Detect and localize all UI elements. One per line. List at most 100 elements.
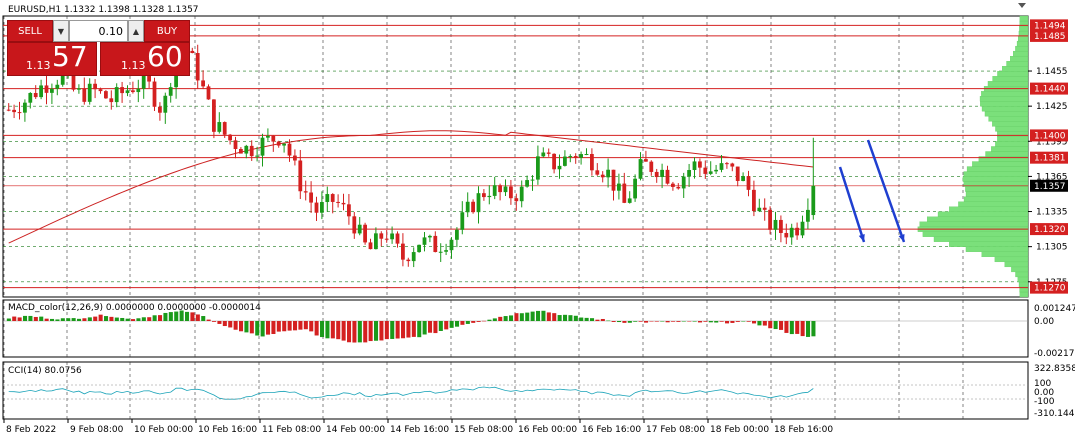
- macd-bar: [698, 321, 703, 323]
- candle-body: [395, 233, 400, 244]
- candle-body: [131, 90, 135, 93]
- macd-tick-label: 0.001247: [1034, 304, 1075, 314]
- scroll-icon[interactable]: [1018, 3, 1026, 8]
- macd-bar: [611, 321, 616, 322]
- macd-bar: [109, 316, 114, 321]
- candle-body: [260, 137, 265, 156]
- profile-bar: [997, 71, 1029, 77]
- candle-body: [141, 71, 146, 89]
- macd-bar: [309, 321, 314, 332]
- time-tick-label: 18 Feb 00:00: [710, 425, 769, 435]
- lot-size-input[interactable]: [69, 20, 128, 42]
- profile-bar: [988, 116, 1029, 122]
- lot-decrease-button[interactable]: ▼: [53, 20, 69, 42]
- time-tick-label: 16 Feb 16:00: [582, 425, 641, 435]
- profile-bar: [1006, 61, 1029, 67]
- candle-body: [212, 99, 216, 132]
- macd-bar: [336, 321, 341, 340]
- macd-bar: [114, 317, 119, 321]
- profile-bar: [1019, 291, 1029, 298]
- time-tick-label: 16 Feb 00:00: [518, 425, 577, 435]
- candle-body: [752, 189, 756, 212]
- one-click-trading-panel: SELL ▼ ▲ BUY 1.13 57 1.13 60: [7, 20, 190, 76]
- candle-body: [406, 259, 411, 262]
- profile-bar: [995, 126, 1029, 132]
- macd-bar: [503, 316, 508, 321]
- macd-bar: [287, 321, 292, 331]
- macd-bar: [730, 321, 735, 323]
- candle-body: [692, 161, 697, 171]
- macd-bar: [217, 321, 222, 324]
- candle-body: [482, 193, 486, 198]
- candle-body: [428, 235, 432, 238]
- candle-body: [725, 163, 729, 165]
- profile-bar: [933, 236, 1029, 242]
- price-tick-label: 1.1335: [1036, 208, 1068, 218]
- macd-bar: [255, 321, 260, 336]
- candle-body: [195, 53, 200, 81]
- macd-bar: [352, 321, 357, 343]
- macd-bar: [665, 321, 670, 323]
- time-tick-label: 14 Feb 16:00: [390, 425, 449, 435]
- candle-body: [190, 50, 195, 54]
- macd-bar: [633, 321, 638, 322]
- level-badge: [1030, 19, 1068, 32]
- level-badge-label: 1.1440: [1034, 85, 1066, 95]
- profile-bar: [965, 246, 1029, 252]
- profile-bar: [958, 201, 1029, 207]
- macd-bar: [374, 321, 379, 341]
- profile-bar: [1002, 66, 1029, 72]
- macd-bar: [363, 321, 368, 343]
- profile-bar: [922, 231, 1029, 237]
- macd-bar: [773, 321, 778, 330]
- profile-bar: [949, 241, 1029, 247]
- macd-bar: [406, 321, 411, 338]
- candle-body: [584, 153, 589, 155]
- macd-bar: [6, 318, 11, 321]
- candle-body: [309, 192, 313, 203]
- macd-bar: [746, 321, 751, 322]
- buy-button[interactable]: BUY: [144, 20, 190, 42]
- macd-bar: [735, 321, 740, 322]
- candle-body: [735, 166, 740, 181]
- candle-body: [746, 176, 751, 190]
- macd-bar: [395, 321, 400, 339]
- macd-bar: [50, 318, 55, 321]
- profile-bar: [1015, 45, 1029, 52]
- buy-price-button[interactable]: 1.13 60: [100, 40, 190, 76]
- candle-body: [82, 88, 87, 102]
- macd-bar: [584, 317, 589, 321]
- macd-bar: [239, 321, 244, 332]
- sell-price-button[interactable]: 1.13 57: [7, 40, 97, 76]
- profile-bar: [1018, 35, 1029, 42]
- candle-body: [50, 88, 54, 93]
- time-tick-label: 9 Feb 08:00: [70, 425, 124, 435]
- profile-bar: [919, 221, 1029, 227]
- cci-tick-label: 100: [1034, 379, 1051, 389]
- macd-bar: [222, 321, 227, 327]
- candle-body: [784, 232, 789, 238]
- macd-bar: [498, 316, 503, 321]
- candle-body: [239, 148, 243, 154]
- candle-body: [411, 252, 416, 262]
- macd-bar: [762, 321, 767, 326]
- sell-button[interactable]: SELL: [7, 20, 53, 42]
- candle-body: [39, 85, 43, 98]
- candle-body: [384, 238, 389, 240]
- macd-bar: [195, 314, 200, 321]
- level-badge-label: 1.1320: [1034, 225, 1066, 235]
- profile-bar: [965, 186, 1029, 192]
- candle-body: [206, 86, 211, 100]
- candle-body: [519, 186, 524, 202]
- profile-bar: [1013, 50, 1029, 57]
- macd-bar: [330, 321, 335, 339]
- profile-bar: [963, 196, 1029, 202]
- candle-body: [622, 183, 627, 203]
- candle-body: [773, 219, 778, 230]
- trend-arrows: [838, 139, 906, 243]
- lot-increase-button[interactable]: ▲: [128, 20, 144, 42]
- profile-bar: [966, 166, 1029, 172]
- candle-body: [347, 204, 351, 217]
